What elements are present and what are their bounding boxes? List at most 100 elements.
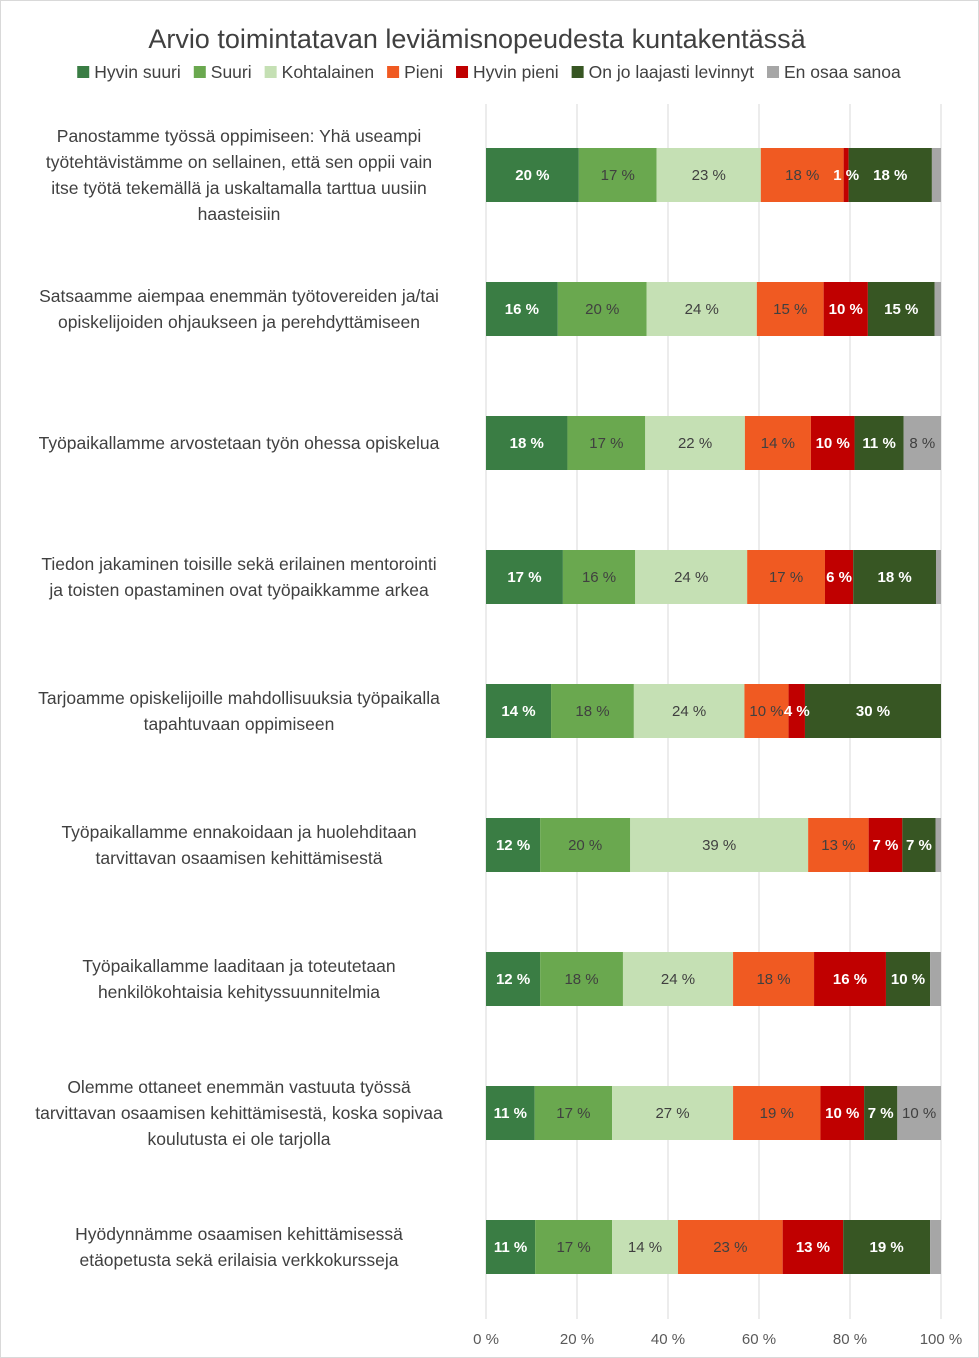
bar-segment — [934, 282, 941, 336]
bar-segment — [931, 148, 941, 202]
bar-segment — [535, 1220, 613, 1274]
data-label: 20 % — [515, 167, 549, 184]
legend: Hyvin suuri Suuri Kohtalainen Pieni Hyvin pi… — [77, 62, 901, 82]
data-label: 18 % — [785, 167, 819, 184]
bar-segment — [782, 1220, 844, 1274]
bar-segment — [486, 148, 579, 202]
bar-segment — [885, 952, 931, 1006]
data-label: 24 % — [661, 971, 695, 988]
legend-swatch — [767, 66, 780, 78]
category-label: Työpaikallamme arvostetaan työn ohessa o… — [39, 433, 440, 453]
data-label: 14 % — [761, 435, 795, 452]
data-label: 30 % — [856, 703, 890, 720]
data-label: 27 % — [655, 1105, 689, 1122]
bar-segment — [622, 952, 734, 1006]
data-label: 18 % — [575, 703, 609, 720]
bar-segment — [633, 684, 745, 738]
legend-label: Hyvin suuri — [94, 62, 181, 82]
x-tick-label: 80 % — [833, 1331, 867, 1348]
bar-segment — [557, 282, 647, 336]
data-label: 20 % — [585, 301, 619, 318]
bar-segment — [635, 550, 748, 604]
data-label: 16 % — [833, 971, 867, 988]
category-label-line: ja toisten opastaminen ovat työpaikkamme… — [48, 580, 429, 600]
x-tick-label: 100 % — [920, 1331, 963, 1348]
category-label-line: henkilökohtaisia kehityssuunnitelmia — [98, 982, 380, 1002]
data-label: 16 % — [505, 301, 539, 318]
legend-item: Hyvin pieni — [456, 62, 559, 82]
legend-item: Hyvin suuri — [77, 62, 181, 82]
bar-segment — [843, 148, 849, 202]
bar-segment — [804, 684, 941, 738]
bar-segment — [902, 818, 936, 872]
bar-segment — [646, 282, 757, 336]
bar-segment — [630, 818, 809, 872]
category-label-line: Tiedon jakaminen toisille sekä erilainen… — [41, 554, 436, 574]
chart-title: Arvio toimintatavan leviämisnopeudesta k… — [148, 24, 806, 54]
bar-segment — [747, 550, 825, 604]
x-tick-label: 20 % — [560, 1331, 594, 1348]
bar-segment — [843, 1220, 931, 1274]
bar-segment — [756, 282, 824, 336]
data-label: 14 % — [501, 703, 535, 720]
data-label: 13 % — [821, 837, 855, 854]
legend-item: En osaa sanoa — [767, 62, 901, 82]
data-label: 20 % — [568, 837, 602, 854]
bar-segment — [733, 1086, 821, 1140]
data-label: 6 % — [826, 569, 852, 586]
bar-segment — [578, 148, 657, 202]
data-label: 7 % — [868, 1105, 894, 1122]
data-label: 11 % — [494, 1105, 527, 1122]
bar-segment — [540, 818, 631, 872]
bar-segment — [935, 550, 941, 604]
category-labels: Panostamme työssä oppimiseen: Yhä useamp… — [35, 126, 443, 1270]
category-label: Työpaikallamme laaditaan ja toteutetaan h… — [82, 956, 395, 1002]
category-label-line: Satsaamme aiempaa enemmän työtovereiden … — [39, 286, 439, 306]
x-axis: 0 % 20 % 40 % 60 % 80 % 100 % — [473, 1331, 962, 1348]
bar-segment — [864, 1086, 898, 1140]
data-label: 11 % — [494, 1239, 527, 1256]
bar-segment — [867, 282, 935, 336]
data-label: 10 % — [749, 703, 783, 720]
data-label: 10 % — [825, 1105, 859, 1122]
data-label: 39 % — [702, 837, 736, 854]
bar-segment — [733, 952, 815, 1006]
legend-swatch — [193, 66, 206, 78]
category-label: Panostamme työssä oppimiseen: Yhä useamp… — [46, 126, 432, 224]
legend-item: Suuri — [193, 62, 252, 82]
category-label-line: Työpaikallamme ennakoidaan ja huolehdita… — [61, 822, 416, 842]
data-label: 19 % — [760, 1105, 794, 1122]
category-label: Tarjoamme opiskelijoille mahdollisuuksia… — [38, 688, 440, 734]
category-label: Olemme ottaneet enemmän vastuuta työssä t… — [35, 1077, 443, 1149]
bar-segment — [486, 416, 568, 470]
bar-segment — [486, 550, 563, 604]
category-label-line: työtehtävistämme on sellainen, että sen … — [46, 152, 432, 172]
x-tick-label: 0 % — [473, 1331, 499, 1348]
bar-segment — [897, 1086, 941, 1140]
legend-swatch — [264, 66, 277, 78]
bar-segment — [903, 416, 941, 470]
data-label: 18 % — [510, 435, 544, 452]
category-label-line: Tarjoamme opiskelijoille mahdollisuuksia… — [38, 688, 440, 708]
data-label: 23 % — [692, 167, 726, 184]
data-label: 15 % — [773, 301, 807, 318]
data-label: 17 % — [507, 569, 541, 586]
category-label-line: Hyödynnämme osaamisen kehittämisessä — [75, 1224, 403, 1244]
bar-segment — [930, 952, 941, 1006]
bar-segment — [678, 1220, 783, 1274]
bar-segment — [540, 952, 623, 1006]
data-label: 24 % — [685, 301, 719, 318]
data-label: 18 % — [873, 167, 907, 184]
bar-segment — [612, 1220, 679, 1274]
data-label: 22 % — [678, 435, 712, 452]
x-tick-label: 40 % — [651, 1331, 685, 1348]
legend-item: Pieni — [387, 62, 443, 82]
bar-segment — [824, 550, 854, 604]
category-label-line: Työpaikallamme laaditaan ja toteutetaan — [82, 956, 395, 976]
category-label-line: etäopetusta sekä erilaisia verkkokurssej… — [79, 1250, 398, 1270]
data-label: 10 % — [829, 301, 863, 318]
bar-segment — [788, 684, 805, 738]
legend-label: Pieni — [404, 62, 443, 82]
bar-segment — [486, 1220, 536, 1274]
bar-segment — [810, 416, 855, 470]
